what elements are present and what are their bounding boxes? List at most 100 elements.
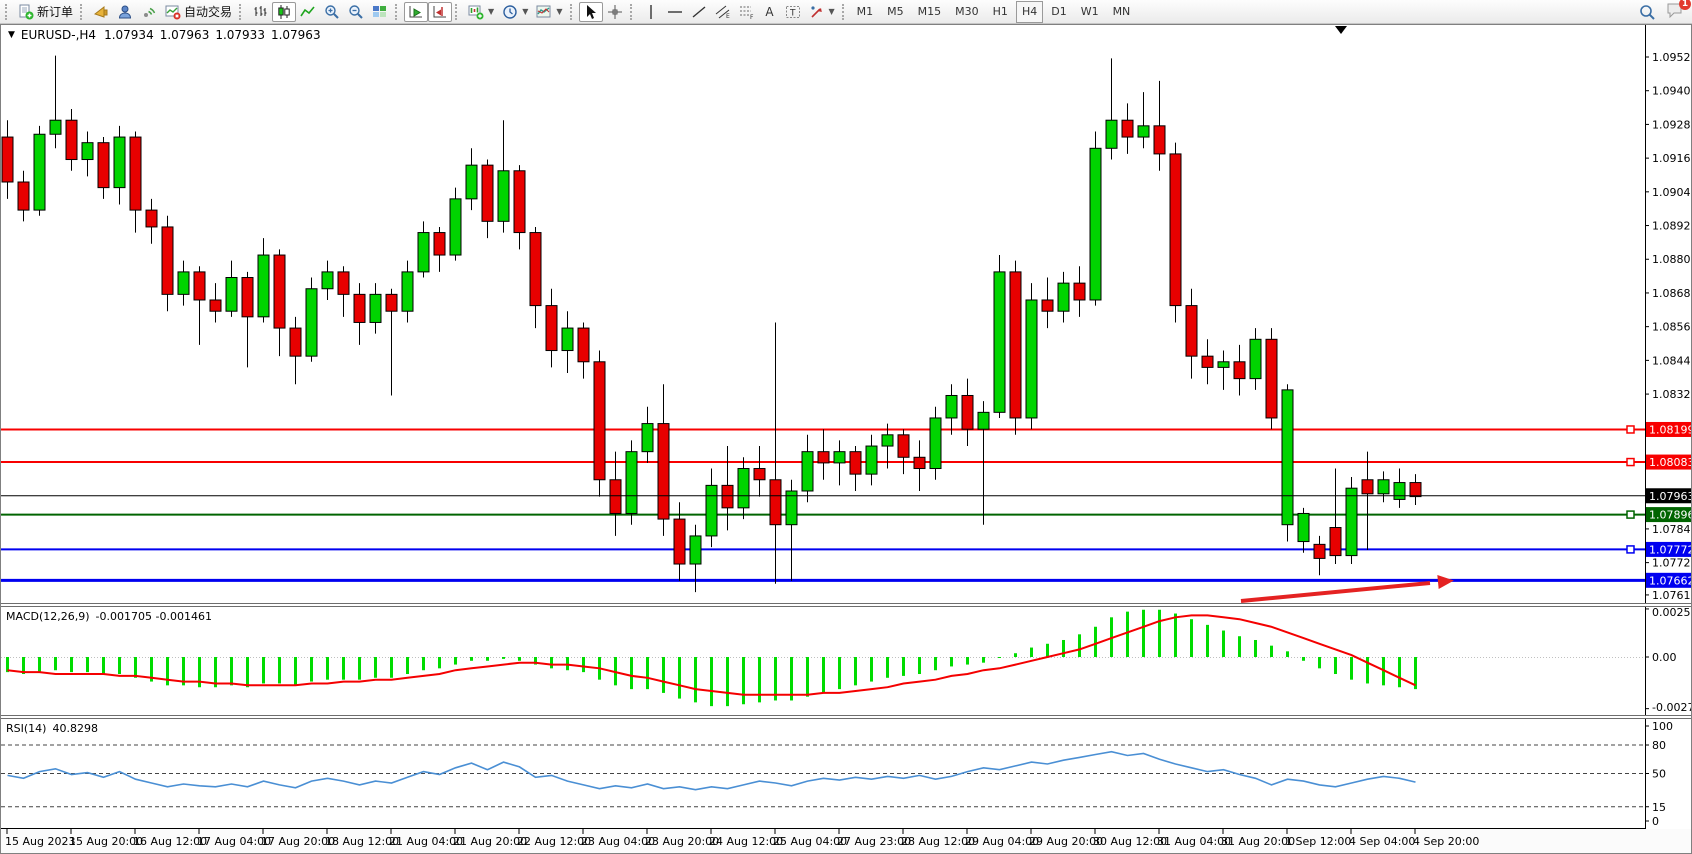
search-icon[interactable] <box>1639 4 1656 21</box>
level-line-handle[interactable] <box>1626 545 1635 554</box>
timeframe-button-M1[interactable]: M1 <box>856 5 874 18</box>
text-button[interactable]: A <box>759 2 781 22</box>
arrows-button[interactable]: ▼ <box>805 2 839 22</box>
candle-body <box>721 484 734 509</box>
vertical-line-button[interactable] <box>639 2 663 22</box>
timeframe-button-D1[interactable]: D1 <box>1051 5 1067 18</box>
trendline-icon <box>692 5 705 18</box>
macd-name: MACD(12,26,9) <box>6 610 90 623</box>
svg-text:25 Aug 04:00: 25 Aug 04:00 <box>773 835 847 848</box>
toolbar-grip[interactable] <box>80 3 85 20</box>
candle-body <box>641 423 654 453</box>
candle-body <box>321 271 334 290</box>
signals-button[interactable] <box>137 2 161 22</box>
chevron-down-icon: ▼ <box>556 7 563 16</box>
zoom-out-button[interactable] <box>344 2 368 22</box>
auto-scroll-button[interactable] <box>404 1 429 22</box>
timeframe-button-M30[interactable]: M30 <box>955 5 979 18</box>
trend-arrow-annotation[interactable] <box>1240 581 1431 603</box>
chart-shift-marker[interactable] <box>1335 26 1347 34</box>
candle-body <box>1409 482 1422 498</box>
toolbar-grip[interactable] <box>239 3 244 20</box>
candle-body <box>241 277 254 318</box>
panel-separator[interactable] <box>1 715 1691 719</box>
new-order-button[interactable]: 新订单 <box>14 2 77 22</box>
market-icon <box>93 5 108 18</box>
fibonacci-button[interactable]: F <box>735 2 759 22</box>
chart-shift-icon <box>433 5 447 17</box>
svg-text:100: 100 <box>1652 720 1673 733</box>
candle-body <box>753 468 766 481</box>
toolbar-grip[interactable] <box>569 3 575 20</box>
candle-body <box>929 417 942 470</box>
candle-body <box>257 254 270 318</box>
candle-body <box>913 456 926 470</box>
toolbar-grip[interactable] <box>5 3 10 20</box>
candle-body <box>801 451 814 492</box>
toolbar-grip[interactable] <box>395 3 400 20</box>
autotrading-button[interactable]: 自动交易 <box>161 2 236 22</box>
chart-window: ▼ EURUSD-,H4 1.07934 1.07963 1.07933 1.0… <box>0 24 1692 854</box>
rsi-panel[interactable]: 100 80 50 150 <box>1 719 1691 829</box>
level-line-handle[interactable] <box>1626 457 1635 467</box>
candle-body <box>225 277 238 312</box>
periods-button[interactable]: ▼ <box>498 2 532 22</box>
candle-body <box>305 288 318 357</box>
svg-text:50: 50 <box>1652 768 1666 781</box>
toolbar-grip[interactable] <box>455 3 460 20</box>
cursor-button[interactable] <box>578 1 603 22</box>
candle-body <box>817 451 830 464</box>
svg-text:15 Aug 20:00: 15 Aug 20:00 <box>69 835 143 848</box>
candle-body <box>465 164 478 200</box>
timeframe-button-M5[interactable]: M5 <box>887 5 904 18</box>
price-tag-1.07896 <box>1646 507 1691 523</box>
horizontal-line-button[interactable] <box>663 2 687 22</box>
mql5-button[interactable] <box>89 2 113 22</box>
level-line-handle[interactable] <box>1626 425 1635 434</box>
expert-advisors-button[interactable] <box>113 2 137 22</box>
svg-text:0.00: 0.00 <box>1652 651 1677 664</box>
chart-dropdown-icon[interactable]: ▼ <box>8 30 15 40</box>
candle-body <box>177 271 190 295</box>
svg-text:21 Aug 20:00: 21 Aug 20:00 <box>453 835 527 848</box>
line-chart-button[interactable] <box>296 2 320 22</box>
chart-title: ▼ EURUSD-,H4 1.07934 1.07963 1.07933 1.0… <box>7 28 321 42</box>
toolbar-grip[interactable] <box>629 3 635 20</box>
candle-body <box>545 305 558 352</box>
timeframe-button-H4[interactable]: H4 <box>1015 0 1044 23</box>
equidistant-channel-button[interactable]: E <box>711 2 735 22</box>
time-axis[interactable]: 15 Aug 2023 15 Aug 20:00 16 Aug 12:00 17 Au… <box>1 829 1691 853</box>
panel-separator[interactable] <box>1 603 1691 607</box>
candle-body <box>833 451 846 464</box>
trend-arrow-head <box>1437 575 1454 589</box>
clock-icon <box>503 4 517 19</box>
zoom-in-button[interactable] <box>320 2 344 22</box>
timeframe-button-M15[interactable]: M15 <box>917 5 942 18</box>
chart-shift-button[interactable] <box>428 1 453 22</box>
timeframe-button-W1[interactable]: W1 <box>1080 5 1099 18</box>
chart-low-value: 1.07933 <box>215 28 265 42</box>
bar-chart-button[interactable] <box>248 2 272 22</box>
crosshair-button[interactable] <box>603 2 627 22</box>
main-toolbar: 新订单 自动交易 ▼ ▼ <box>0 0 1692 24</box>
text-label-button[interactable]: T <box>781 2 805 22</box>
macd-panel[interactable]: 0.002543 0.00 -0.002733 <box>1 607 1691 715</box>
level-line-handle[interactable] <box>1626 510 1635 519</box>
new-chart-button[interactable]: ▼ <box>464 2 498 22</box>
candlestick-chart-button[interactable] <box>272 1 297 22</box>
timeframe-button-MN[interactable]: MN <box>1112 5 1131 18</box>
price-chart-panel[interactable]: 1.09525 1.09405 1.09285 1.09165 1.09045 1.089… <box>1 25 1691 603</box>
timeframe-button-H1[interactable]: H1 <box>992 5 1008 18</box>
svg-text:-0.002733: -0.002733 <box>1652 701 1691 714</box>
candle-body <box>625 451 638 514</box>
svg-text:1.08565: 1.08565 <box>1652 321 1691 334</box>
new-order-icon <box>19 4 34 19</box>
indicators-button[interactable]: ▼ <box>532 2 566 22</box>
trendline-button[interactable] <box>687 2 711 22</box>
bar-chart-icon <box>254 5 267 16</box>
toolbar-grip[interactable] <box>841 3 847 20</box>
svg-text:31 Aug 04:00: 31 Aug 04:00 <box>1157 835 1231 848</box>
notifications-button[interactable]: 1 <box>1666 0 1691 22</box>
candle-body <box>705 484 718 537</box>
tile-windows-button[interactable] <box>368 2 392 22</box>
